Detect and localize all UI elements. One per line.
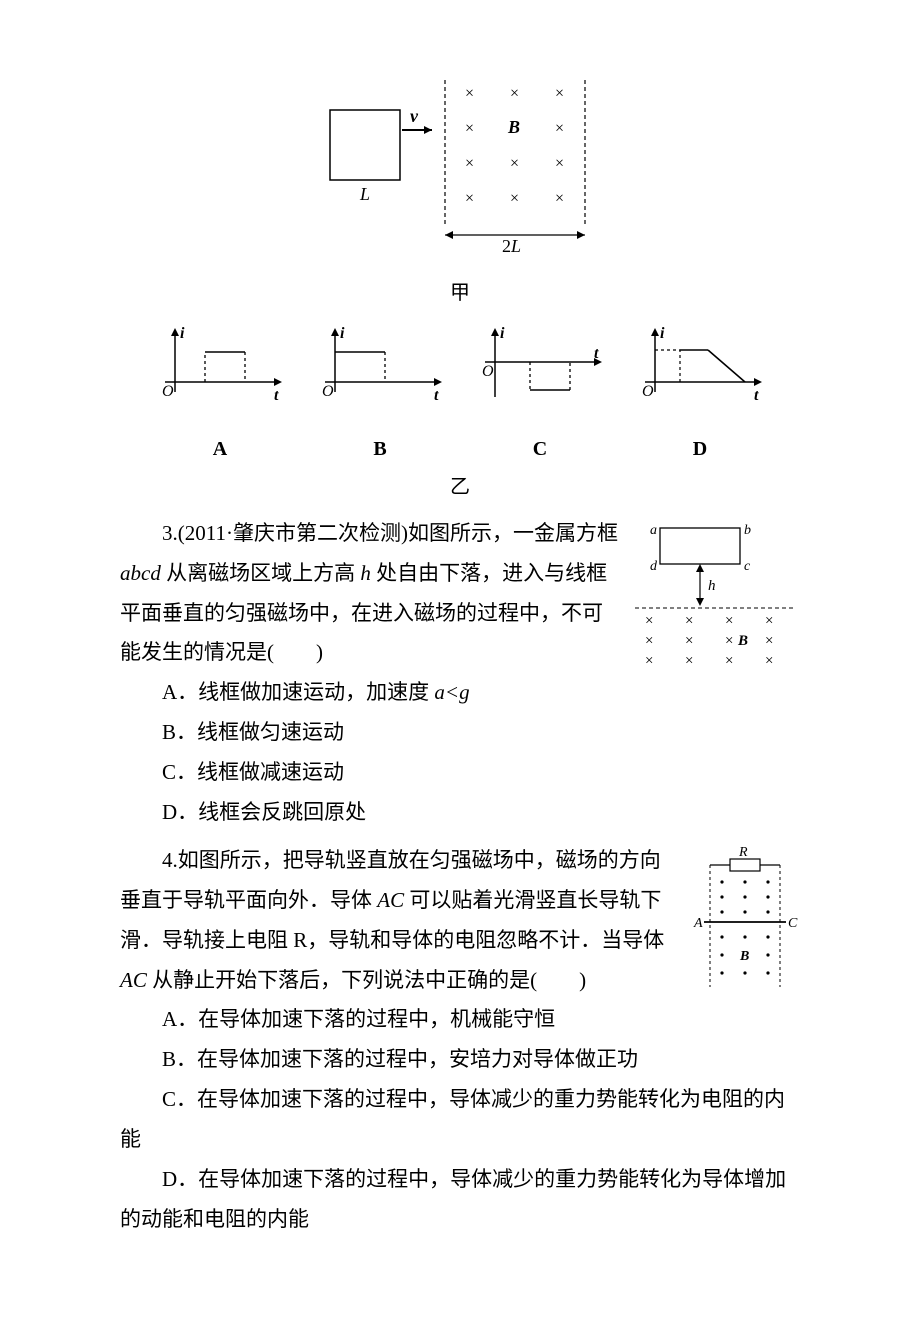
q3-figure: a b d c h × × × × × × × × × × × × B [630,520,800,689]
q3-opt-B: B．线框做匀速运动 [120,713,800,753]
graph-B: i O t B [310,322,450,468]
svg-text:×: × [685,633,693,649]
svg-text:i: i [500,325,505,342]
svg-text:×: × [645,653,653,669]
svg-text:t: t [754,387,759,404]
svg-text:A: A [693,916,703,931]
svg-text:c: c [744,559,751,574]
svg-text:B: B [739,949,749,964]
graph-C: i O t C [470,322,610,468]
fig1-L: L [359,184,370,204]
q3-h: h [360,561,371,585]
q4-AC1: AC [377,888,404,912]
svg-text:×: × [555,120,564,137]
q4-opt-C: C．在导体加速下落的过程中，导体减少的重力势能转化为电阻的内能 [120,1080,800,1160]
q4-figure: R A C B [690,847,800,1006]
svg-text:O: O [482,363,494,380]
svg-text:×: × [465,85,474,102]
svg-text:×: × [465,190,474,207]
svg-text:B: B [737,633,748,649]
svg-text:×: × [465,120,474,137]
q3-opt-C: C．线框做减速运动 [120,753,800,793]
q3-prefix: 3. [162,521,178,545]
figure-jia: L v × × × × × × × × × × × B 2L 甲 [120,70,800,312]
svg-text:O: O [162,383,174,400]
svg-text:i: i [180,325,185,342]
svg-text:×: × [555,85,564,102]
q4-opt-D: D．在导体加速下落的过程中，导体减少的重力势能转化为导体增加的动能和电阻的内能 [120,1160,800,1240]
svg-text:h: h [708,578,716,594]
svg-text:d: d [650,559,658,574]
svg-text:×: × [555,190,564,207]
question-4: R A C B 4.如图所示，把导轨竖直放在匀强磁场中，磁场的方向垂直于导轨平面… [120,841,800,1240]
svg-text:R: R [738,847,748,860]
q4-t3: 从静止开始下落后，下列说法中正确的是( ) [147,968,586,992]
graph-A: i O t A [150,322,290,468]
svg-text:2L: 2L [502,236,521,256]
svg-text:×: × [765,613,773,629]
svg-text:×: × [645,613,653,629]
svg-text:×: × [725,613,733,629]
fig1-v: v [410,106,419,126]
graph-D-label: D [630,430,770,468]
graph-C-label: C [470,430,610,468]
q4-opt-B: B．在导体加速下落的过程中，安培力对导体做正功 [120,1040,800,1080]
fig1-B: B [507,117,520,137]
fig1-caption: 甲 [120,274,800,312]
svg-text:t: t [434,387,439,404]
svg-text:×: × [465,155,474,172]
question-3: a b d c h × × × × × × × × × × × × B 3.(2011·肇庆市第二… [120,514,800,833]
svg-text:i: i [340,325,345,342]
svg-text:×: × [765,633,773,649]
graph-A-label: A [150,430,290,468]
svg-text:×: × [555,155,564,172]
svg-text:×: × [510,155,519,172]
q3-source: (2011·肇庆市第二次检测) [178,521,408,545]
svg-text:×: × [685,653,693,669]
q3-t1: 如图所示，一金属方框 [408,521,618,545]
fig2-caption: 乙 [120,468,800,506]
figure-yi-row: i O t A i O t B [120,322,800,468]
svg-text:O: O [642,383,654,400]
svg-text:i: i [660,325,665,342]
svg-text:×: × [510,190,519,207]
svg-text:t: t [594,345,599,362]
q4-opt-A: A．在导体加速下落的过程中，机械能守恒 [120,1000,800,1040]
q4-prefix: 4. [162,848,178,872]
q3-t2: 从离磁场区域上方高 [161,561,361,585]
graph-B-label: B [310,430,450,468]
svg-text:O: O [322,383,334,400]
svg-text:C: C [788,916,798,931]
q3-opt-D: D．线框会反跳回原处 [120,793,800,833]
svg-text:×: × [765,653,773,669]
q3-abcd: abcd [120,561,161,585]
svg-text:b: b [744,523,751,538]
q4-AC2: AC [120,968,147,992]
svg-text:×: × [685,613,693,629]
svg-text:×: × [725,653,733,669]
svg-text:×: × [645,633,653,649]
svg-text:×: × [510,85,519,102]
svg-text:a: a [650,523,657,538]
graph-D: i O t D [630,322,770,468]
svg-text:t: t [274,387,279,404]
figure-jia-svg: L v × × × × × × × × × × × B 2L [310,70,610,260]
svg-text:×: × [725,633,733,649]
